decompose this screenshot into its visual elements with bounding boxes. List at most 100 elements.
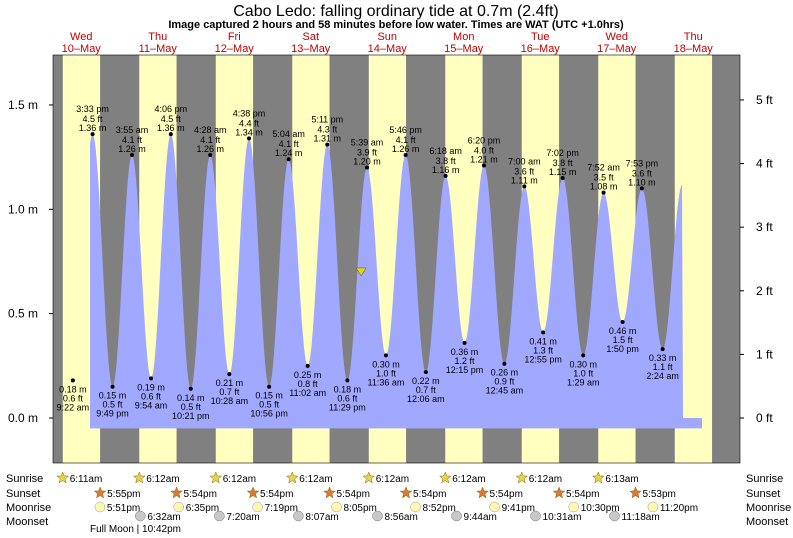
right-tick-label: 1 ft: [756, 347, 773, 361]
tide-ft-label: 1.1 ft: [653, 362, 674, 372]
tide-ft-label: 0.5 ft: [103, 400, 124, 410]
low-tide-point: [267, 384, 272, 389]
tide-ft-label: 1.0 ft: [573, 368, 594, 378]
high-tide-annotation: 4:38 pm4.4 ft1.34 m: [233, 108, 265, 141]
plot-area: [0, 55, 740, 463]
day-of-week: Sat: [302, 31, 319, 43]
tide-time-label: 12:55 pm: [524, 354, 562, 364]
tide-time-label: 3:55 am: [116, 125, 149, 135]
tide-ft-label: 1.2 ft: [455, 356, 476, 366]
tide-metres-label: 0.19 m: [137, 382, 165, 392]
tide-time-label: 2:24 am: [646, 371, 679, 381]
tide-ft-label: 1.3 ft: [533, 345, 554, 355]
sunrise-time: 6:12am: [529, 474, 562, 485]
tide-metres-label: 0.26 m: [491, 368, 519, 378]
tide-annotations: 0.18 m0.6 ft9:22 am3:33 pm4.5 ft1.36 m0.…: [57, 104, 679, 421]
moonset-icon: [135, 510, 146, 522]
sunrise-icon: [132, 471, 146, 484]
low-tide-point: [70, 378, 75, 383]
tide-metres-label: 0.33 m: [649, 353, 677, 363]
tide-time-label: 10:21 pm: [172, 411, 210, 421]
high-tide-annotation: 5:11 pm4.3 ft1.31 m: [311, 115, 343, 147]
sunset-row-label: Sunset: [6, 488, 40, 500]
sunrise-time: 6:12am: [223, 474, 256, 485]
low-tide-point: [110, 384, 115, 389]
tide-ft-label: 4.5 ft: [83, 114, 104, 124]
sunrise-time: 6:11am: [70, 474, 103, 485]
low-tide-point: [462, 340, 467, 345]
tide-time-label: 9:49 pm: [96, 409, 129, 419]
sunrise-time: 6:13am: [605, 474, 638, 485]
sun-moon-table: Sunrise Sunrise Sunset Sunset Moonrise Moonri…: [6, 471, 791, 535]
day-date: 16–May: [521, 43, 561, 55]
tide-ft-label: 4.5 ft: [161, 114, 182, 124]
tide-time-label: 7:52 am: [587, 163, 620, 173]
tide-time-label: 4:06 pm: [155, 104, 188, 114]
tide-metres-label: 0.18 m: [59, 384, 87, 394]
moonset-row-label: Moonset: [6, 516, 48, 528]
high-tide-point: [90, 132, 95, 137]
tide-ft-label: 4.4 ft: [239, 118, 260, 128]
tide-time-label: 5:11 pm: [311, 115, 343, 125]
tide-time-label: 5:04 am: [272, 129, 305, 139]
tide-time-label: 11:36 am: [368, 377, 405, 387]
left-tick-label: 0.0 m: [8, 411, 38, 425]
left-tick-label: 0.5 m: [8, 307, 38, 321]
day-of-week: Fri: [228, 31, 241, 43]
sunset-icon: [323, 486, 336, 499]
moonset-icon: [530, 510, 541, 522]
low-tide-point: [227, 372, 232, 377]
sunset-time: 5:54pm: [260, 489, 293, 500]
high-tide-point: [403, 153, 408, 158]
chart-subtitle: Image captured 2 hours and 58 minutes be…: [168, 19, 624, 31]
tide-ft-label: 3.9 ft: [357, 148, 378, 158]
tide-ft-label: 0.6 ft: [63, 393, 84, 403]
sunset-icon: [476, 486, 489, 499]
tide-ft-label: 0.8 ft: [298, 379, 319, 389]
tide-metres-label: 1.36 m: [157, 123, 185, 133]
high-tide-point: [365, 165, 370, 170]
tide-time-label: 10:56 pm: [250, 409, 288, 419]
right-tick-label: 2 ft: [756, 284, 773, 298]
high-tide-annotation: 7:52 am3.5 ft1.08 m: [587, 163, 620, 195]
moonset-time: 11:18am: [622, 512, 660, 523]
right-tick-label: 5 ft: [756, 93, 773, 107]
sunrise-time: 6:12am: [452, 474, 485, 485]
low-tide-point: [345, 378, 350, 383]
tide-time-label: 3:33 pm: [76, 104, 109, 114]
day-date: 11–May: [139, 43, 178, 55]
moonset-row-label-right: Moonset: [746, 516, 788, 528]
tide-metres-label: 1.24 m: [275, 148, 303, 158]
sunrise-icon: [285, 471, 299, 484]
tide-ft-label: 3.8 ft: [436, 156, 457, 166]
tide-metres-label: 1.16 m: [432, 165, 460, 175]
tide-metres-label: 1.10 m: [628, 177, 656, 187]
tide-area: [90, 134, 702, 429]
sunrise-icon: [209, 471, 223, 484]
moonrise-time: 5:51pm: [107, 503, 140, 514]
tide-ft-label: 3.6 ft: [632, 168, 653, 178]
sunset-icon: [170, 486, 183, 499]
sunset-time: 5:53pm: [643, 489, 676, 500]
low-tide-annotation: 0.19 m0.6 ft9:54 am: [135, 376, 168, 410]
low-tide-point: [305, 363, 310, 368]
sunrise-icon: [515, 471, 529, 484]
low-tide-point: [660, 347, 665, 352]
low-tide-annotation: 0.18 m0.6 ft9:22 am: [57, 378, 89, 412]
low-tide-annotation: 0.30 m1.0 ft1:29 am: [567, 353, 599, 387]
low-tide-point: [581, 353, 586, 358]
sunrise-time: 6:12am: [376, 474, 409, 485]
daylight-band: [0, 55, 24, 463]
high-tide-annotation: 6:18 am3.8 ft1.16 m: [429, 146, 462, 178]
moonrise-time: 11:20pm: [660, 503, 698, 514]
day-date: 13–May: [291, 43, 331, 55]
tide-metres-label: 1.15 m: [549, 167, 577, 177]
tide-ft-label: 4.1 ft: [200, 135, 221, 145]
sunrise-icon: [56, 471, 70, 484]
tide-ft-label: 3.8 ft: [553, 158, 574, 168]
tide-time-label: 9:54 am: [135, 400, 168, 410]
